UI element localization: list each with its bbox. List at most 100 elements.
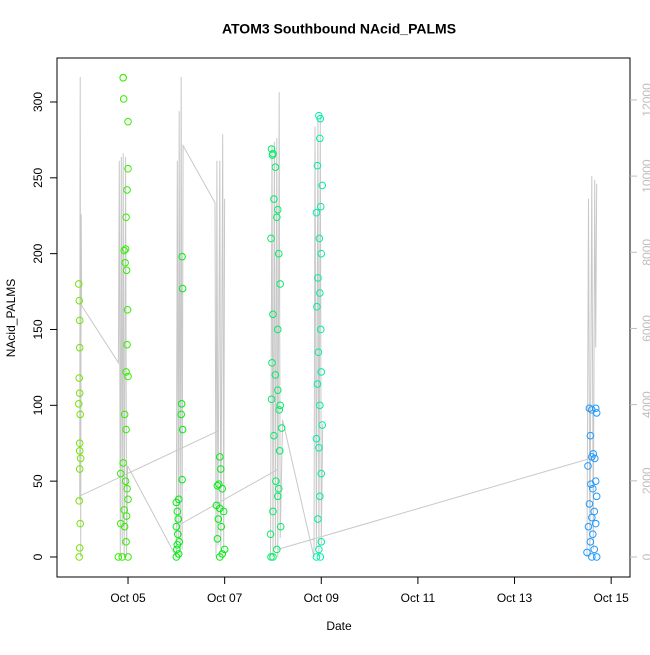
data-point — [269, 553, 277, 561]
altitude-line — [79, 76, 598, 558]
data-point — [178, 252, 186, 261]
data-point — [316, 114, 325, 123]
data-point — [312, 208, 321, 217]
data-point — [177, 410, 185, 419]
data-point — [124, 372, 132, 381]
x-axis-label: Date — [326, 619, 352, 633]
data-point — [75, 544, 84, 552]
data-point — [121, 258, 129, 267]
data-point — [172, 553, 181, 561]
y-tick-label: 0 — [31, 553, 45, 560]
data-point — [588, 553, 596, 561]
y2-tick-label: 4000 — [640, 391, 650, 418]
data-point — [124, 164, 132, 173]
data-point — [214, 515, 223, 523]
y-axis-label: NAcid_PALMS — [4, 279, 18, 357]
data-point — [591, 519, 600, 528]
data-point — [590, 545, 599, 554]
data-point — [216, 553, 224, 561]
data-point — [172, 522, 181, 531]
data-point — [122, 538, 130, 546]
data-point — [220, 545, 229, 554]
data-point — [76, 519, 84, 528]
data-point — [277, 424, 286, 432]
data-point — [275, 447, 284, 455]
data-point — [124, 495, 132, 504]
data-point — [75, 497, 84, 505]
data-point — [273, 325, 282, 334]
data-point — [116, 469, 125, 478]
data-point — [122, 213, 130, 222]
data-point — [312, 434, 321, 443]
data-point — [275, 406, 284, 414]
x-tick-label: Oct 09 — [304, 591, 340, 605]
data-point — [119, 95, 128, 103]
x-tick-label: Oct 13 — [497, 591, 533, 605]
y2-tick-label: 0 — [640, 553, 650, 560]
data-point — [316, 134, 324, 143]
data-point — [318, 181, 327, 190]
data-point — [273, 213, 281, 222]
data-point — [584, 522, 593, 531]
data-point — [317, 469, 326, 478]
y-tick-label: 150 — [31, 319, 45, 339]
y-tick-label: 50 — [31, 474, 45, 488]
data-point — [267, 553, 275, 561]
data-point — [122, 368, 130, 376]
data-point — [276, 280, 285, 288]
data-point — [313, 380, 322, 388]
data-point — [271, 163, 280, 171]
data-point — [75, 439, 84, 448]
data-point — [314, 348, 323, 357]
data-point — [274, 249, 283, 258]
data-point — [270, 431, 278, 440]
data-point — [587, 480, 595, 488]
data-point — [588, 484, 597, 493]
data-point — [316, 289, 324, 297]
data-point — [312, 553, 321, 561]
plot-box — [56, 57, 631, 578]
x-tick-label: Oct 11 — [401, 591, 436, 605]
data-point — [273, 492, 282, 501]
y2-tick-label: 8000 — [640, 239, 650, 266]
data-point — [585, 500, 594, 508]
data-point — [114, 553, 123, 561]
data-point — [276, 401, 285, 410]
data-point — [120, 522, 129, 531]
data-point — [591, 404, 600, 413]
data-point — [588, 530, 597, 539]
data-point — [178, 475, 186, 484]
chart-title: ATOM3 Southbound NAcid_PALMS — [222, 21, 456, 37]
data-point — [217, 522, 226, 531]
data-point — [316, 401, 324, 410]
data-point — [75, 389, 84, 397]
data-point — [590, 454, 599, 463]
y2-tick-label: 10000 — [640, 159, 650, 193]
data-point — [317, 538, 326, 546]
data-point — [121, 245, 130, 253]
data-point — [268, 359, 276, 367]
data-point — [269, 310, 277, 319]
data-point — [119, 73, 127, 82]
data-point — [122, 425, 130, 434]
data-point — [273, 205, 282, 214]
data-point — [121, 477, 130, 485]
data-point — [586, 431, 595, 440]
data-point — [274, 484, 283, 493]
data-point — [218, 484, 227, 493]
data-point — [316, 325, 325, 334]
data-point — [216, 453, 224, 461]
data-point — [315, 545, 323, 554]
data-point — [123, 186, 131, 194]
data-point — [174, 515, 183, 523]
data-point — [75, 553, 84, 561]
y-tick-label: 300 — [31, 92, 45, 112]
data-point — [74, 399, 83, 408]
data-point — [273, 545, 281, 554]
y2-tick-label: 12000 — [640, 83, 650, 117]
x-tick-label: Oct 07 — [207, 591, 243, 605]
y-tick-label: 100 — [31, 395, 45, 415]
data-point — [119, 459, 127, 467]
